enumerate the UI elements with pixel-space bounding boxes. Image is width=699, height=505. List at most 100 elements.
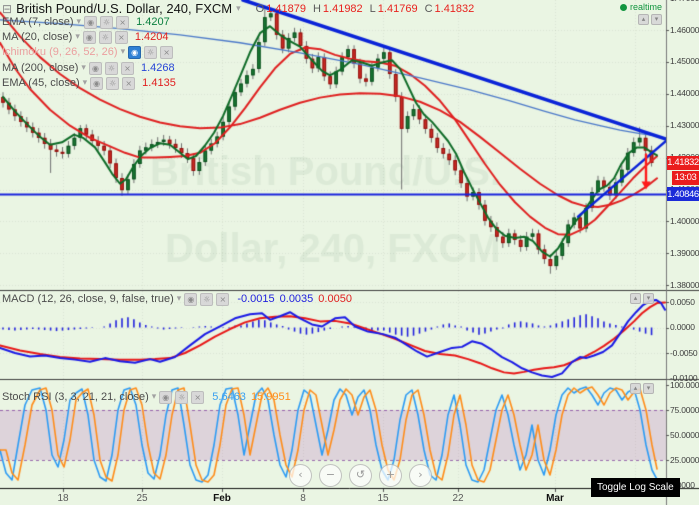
last-price-label: 1.41832 bbox=[667, 155, 699, 170]
stoch-label: Stoch RSI (3, 3, 21, 21, close) bbox=[2, 391, 149, 403]
legend-row-ichimoku[interactable]: Ichimoku (9, 26, 52, 26) ▾ ◉ ☼ × bbox=[2, 45, 174, 59]
pane-up-icon[interactable]: ▴ bbox=[630, 293, 641, 304]
eye-icon[interactable]: ◉ bbox=[84, 15, 98, 29]
macd-axis-label: 0.0000 bbox=[670, 322, 695, 332]
pane-down-icon[interactable]: ▾ bbox=[643, 293, 654, 304]
chevron-down-icon[interactable]: ▾ bbox=[120, 47, 126, 57]
stoch-legend-row[interactable]: Stoch RSI (3, 3, 21, 21, close) ▾ ◉ ☼ × … bbox=[2, 390, 291, 404]
indicator-name: MA (200, close) bbox=[2, 62, 79, 74]
hline-price-label: 1.40846 bbox=[667, 187, 699, 202]
price-axis-label: 1.44000 bbox=[670, 88, 699, 99]
zoom-in-icon[interactable]: + bbox=[379, 464, 402, 487]
close-icon[interactable]: × bbox=[160, 45, 174, 59]
zoom-out-icon[interactable]: − bbox=[319, 464, 342, 487]
main-pane-buttons: ▴ ▾ bbox=[638, 14, 662, 25]
ohlc-values: O 1.41879 H 1.41982 L 1.41769 C 1.41832 bbox=[251, 3, 475, 15]
chevron-down-icon[interactable]: ▾ bbox=[236, 3, 241, 14]
indicator-value: 5.6463 bbox=[212, 391, 246, 403]
indicator-value: 1.4135 bbox=[142, 77, 176, 89]
stoch-axis-label: 75.0000 bbox=[670, 404, 699, 415]
indicator-value: 0.0035 bbox=[279, 293, 314, 305]
close-icon[interactable]: × bbox=[122, 76, 136, 90]
eye-icon[interactable]: ◉ bbox=[159, 390, 173, 404]
gear-icon[interactable]: ☼ bbox=[175, 390, 189, 404]
chevron-down-icon[interactable]: ▾ bbox=[81, 63, 86, 73]
indicator-name: EMA (45, close) bbox=[2, 77, 80, 89]
time-axis-label: 18 bbox=[57, 493, 69, 504]
eye-icon[interactable]: ◉ bbox=[82, 30, 96, 44]
chevron-down-icon[interactable]: ▾ bbox=[75, 32, 80, 42]
time-axis-label: Feb bbox=[213, 493, 231, 504]
chart-header: ⊟ British Pound/U.S. Dollar, 240, FXCM ▾… bbox=[2, 1, 474, 16]
indicator-value: 0.0050 bbox=[318, 293, 352, 305]
gear-icon[interactable]: ☼ bbox=[104, 61, 118, 75]
legend-row-ma200[interactable]: MA (200, close) ▾ ◉ ☼ × 1.4268 bbox=[2, 61, 175, 75]
gear-icon[interactable]: ☼ bbox=[144, 45, 158, 59]
indicator-name: Ichimoku (9, 26, 52, 26) bbox=[2, 46, 118, 58]
pane-down-icon[interactable]: ▾ bbox=[651, 14, 662, 25]
eye-icon[interactable]: ◉ bbox=[184, 292, 198, 306]
pane-down-icon[interactable]: ▾ bbox=[643, 383, 654, 394]
price-axis-label: 1.43000 bbox=[670, 120, 699, 131]
close-icon[interactable]: × bbox=[216, 292, 230, 306]
gear-icon[interactable]: ☼ bbox=[100, 15, 114, 29]
gear-icon[interactable]: ☼ bbox=[106, 76, 120, 90]
stoch-values: 5.6463 15.9951 bbox=[207, 391, 290, 403]
realtime-dot-icon bbox=[619, 3, 627, 11]
realtime-label: realtime bbox=[629, 2, 662, 12]
close-icon[interactable]: × bbox=[116, 15, 130, 29]
stoch-axis-label: 0.0000 bbox=[670, 479, 695, 490]
time-axis-label: 22 bbox=[452, 493, 464, 504]
price-axis-label: 1.47000 bbox=[670, 0, 699, 3]
gear-icon[interactable]: ☼ bbox=[200, 292, 214, 306]
indicator-name: MA (20, close) bbox=[2, 31, 73, 43]
stoch-axis-label: 50.0000 bbox=[670, 429, 699, 440]
stoch-pane-buttons: ▴ ▾ bbox=[630, 383, 654, 394]
macd-values: -0.0015 0.0035 0.0050 bbox=[232, 293, 352, 305]
legend-row-ema7[interactable]: EMA (7, close) ▾ ◉ ☼ × 1.4207 bbox=[2, 15, 170, 29]
close-icon[interactable]: × bbox=[114, 30, 128, 44]
indicator-value: -0.0015 bbox=[237, 293, 275, 305]
indicator-value: 15.9951 bbox=[250, 391, 291, 403]
toggle-log-scale-tooltip[interactable]: Toggle Log Scale bbox=[591, 478, 680, 497]
stoch-axis-label: 100.0000 bbox=[670, 379, 699, 390]
pane-up-icon[interactable]: ▴ bbox=[630, 383, 641, 394]
price-axis-label: 1.40000 bbox=[670, 215, 699, 226]
ohlc-key: H bbox=[312, 2, 321, 15]
macd-axis-label: -0.0050 bbox=[670, 347, 698, 358]
chevron-down-icon[interactable]: ▾ bbox=[176, 294, 182, 304]
scroll-right-icon[interactable]: › bbox=[409, 464, 432, 487]
legend-row-ema45[interactable]: EMA (45, close) ▾ ◉ ☼ × 1.4135 bbox=[2, 76, 176, 90]
chevron-down-icon[interactable]: ▾ bbox=[151, 392, 157, 402]
chevron-down-icon[interactable]: ▾ bbox=[76, 17, 82, 27]
chevron-down-icon[interactable]: ▾ bbox=[82, 78, 88, 88]
gear-icon[interactable]: ☼ bbox=[98, 30, 112, 44]
ohlc-value: 1.41769 bbox=[377, 2, 418, 15]
chart-nav-buttons: ‹ − ↺ + › bbox=[289, 464, 432, 487]
ohlc-value: 1.41982 bbox=[322, 2, 363, 15]
close-icon[interactable]: × bbox=[120, 61, 134, 75]
macd-axis-label: 0.0050 bbox=[670, 296, 695, 307]
reset-view-icon[interactable]: ↺ bbox=[349, 464, 372, 487]
macd-pane-buttons: ▴ ▾ bbox=[630, 293, 654, 304]
close-icon[interactable]: × bbox=[191, 390, 205, 404]
scroll-left-icon[interactable]: ‹ bbox=[289, 464, 312, 487]
pane-up-icon[interactable]: ▴ bbox=[638, 14, 649, 25]
stoch-axis-label: 25.0000 bbox=[670, 454, 699, 465]
price-axis-label: 1.46000 bbox=[670, 24, 699, 35]
ohlc-key: C bbox=[424, 2, 433, 15]
symbol-title[interactable]: British Pound/U.S. Dollar, 240, FXCM bbox=[16, 1, 233, 16]
ohlc-key: L bbox=[369, 2, 376, 15]
indicator-value: 1.4204 bbox=[134, 31, 169, 43]
macd-legend-row[interactable]: MACD (12, 26, close, 9, false, true) ▾ ◉… bbox=[2, 292, 352, 306]
time-axis-label: 15 bbox=[377, 493, 389, 504]
legend-row-ma20[interactable]: MA (20, close) ▾ ◉ ☼ × 1.4204 bbox=[2, 30, 169, 44]
panel-collapse-icon[interactable]: ⊟ bbox=[2, 1, 13, 16]
macd-axis-label: -0.0100 bbox=[670, 373, 698, 383]
time-axis-label: 8 bbox=[300, 493, 306, 504]
eye-icon[interactable]: ◉ bbox=[88, 61, 102, 75]
eye-icon[interactable]: ◉ bbox=[90, 76, 104, 90]
time-axis-label: Mar bbox=[546, 493, 564, 504]
eye-icon[interactable]: ◉ bbox=[128, 45, 142, 59]
